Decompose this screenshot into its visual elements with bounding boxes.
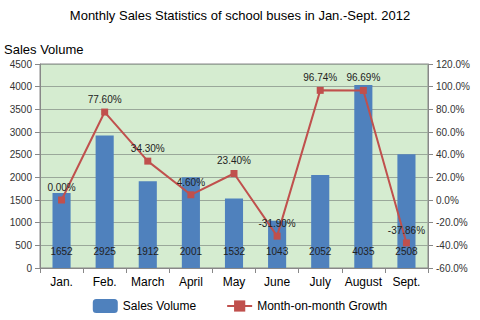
svg-text:120.0%: 120.0% [436,59,470,70]
svg-text:3500: 3500 [10,104,33,115]
svg-text:Sept.: Sept. [392,275,420,289]
svg-text:20.0%: 20.0% [436,172,464,183]
svg-text:4035: 4035 [352,246,375,257]
svg-text:1043: 1043 [266,246,289,257]
svg-text:1532: 1532 [223,246,246,257]
svg-text:1912: 1912 [137,246,160,257]
svg-text:40.0%: 40.0% [436,149,464,160]
svg-text:March: March [131,275,164,289]
svg-text:4000: 4000 [10,81,33,92]
svg-text:2508: 2508 [395,246,418,257]
svg-text:April: April [179,275,203,289]
svg-text:77.60%: 77.60% [88,94,122,105]
svg-text:July: July [310,275,331,289]
svg-text:2500: 2500 [10,149,33,160]
svg-text:June: June [264,275,290,289]
svg-text:60.0%: 60.0% [436,127,464,138]
svg-text:96.69%: 96.69% [346,72,380,83]
svg-text:Sales Volume: Sales Volume [4,42,84,57]
svg-text:-37.86%: -37.86% [388,225,425,236]
svg-text:-20.0%: -20.0% [436,217,468,228]
svg-text:-40.0%: -40.0% [436,240,468,251]
svg-text:1652: 1652 [50,246,73,257]
svg-text:2925: 2925 [94,246,117,257]
svg-text:4500: 4500 [10,59,33,70]
svg-text:4.60%: 4.60% [177,177,205,188]
svg-text:34.30%: 34.30% [131,143,165,154]
svg-text:August: August [345,275,383,289]
svg-text:2052: 2052 [309,246,332,257]
svg-text:80.0%: 80.0% [436,104,464,115]
svg-text:96.74%: 96.74% [303,72,337,83]
svg-text:0.0%: 0.0% [436,195,459,206]
svg-text:2001: 2001 [180,246,203,257]
svg-text:Monthly Sales Statistics of sc: Monthly Sales Statistics of school buses… [70,8,410,23]
svg-text:0.00%: 0.00% [47,182,75,193]
svg-text:Feb.: Feb. [93,275,117,289]
svg-text:2000: 2000 [10,172,33,183]
svg-text:Jan.: Jan. [50,275,73,289]
svg-text:-31.90%: -31.90% [258,218,295,229]
svg-text:500: 500 [15,240,32,251]
svg-text:3000: 3000 [10,127,33,138]
svg-text:May: May [223,275,246,289]
svg-text:Month-on-month Growth: Month-on-month Growth [257,299,387,313]
svg-text:1000: 1000 [10,217,33,228]
svg-text:Sales Volume: Sales Volume [123,299,197,313]
svg-text:-60.0%: -60.0% [436,263,468,274]
svg-text:100.0%: 100.0% [436,81,470,92]
svg-text:1500: 1500 [10,195,33,206]
svg-text:23.40%: 23.40% [217,155,251,166]
svg-text:0: 0 [26,263,32,274]
